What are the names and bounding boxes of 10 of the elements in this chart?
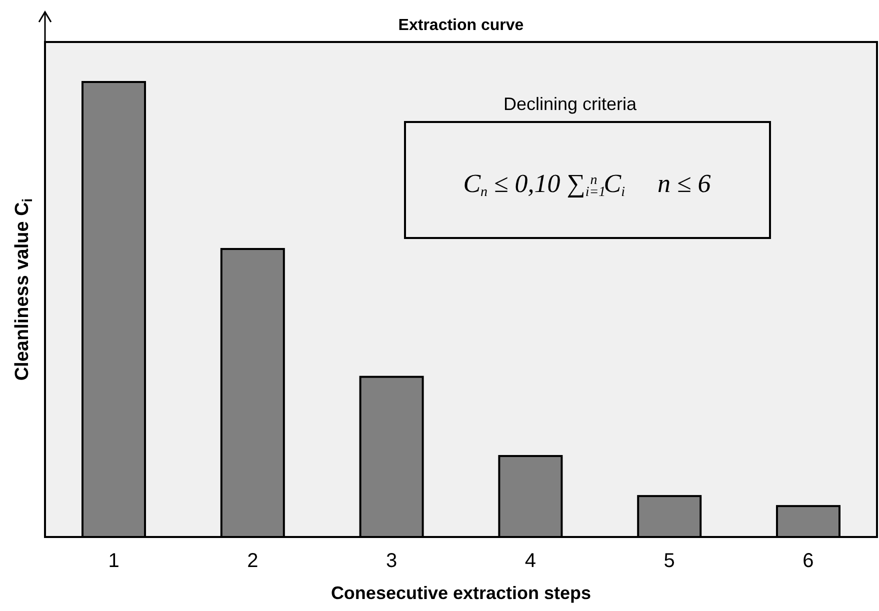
text: C$_{n}$ ≤ 0,10 ∑$_{i=1}$$^{n}$ C$_{i}$ n ≤ 6 xyxy=(463,169,711,200)
x-tick-label: 2 xyxy=(247,550,258,572)
chart-title: Extraction curve xyxy=(398,17,524,34)
annotation: Declining criteria xyxy=(503,94,638,114)
x-tick-label: 5 xyxy=(664,550,675,572)
x-axis-title: Conesecutive extraction steps xyxy=(330,583,592,603)
x-tick-label: 3 xyxy=(386,550,398,572)
x-tick-label: 4 xyxy=(524,550,536,572)
x-tick-label: 6 xyxy=(802,550,814,572)
x-tick-label: 1 xyxy=(108,550,120,572)
